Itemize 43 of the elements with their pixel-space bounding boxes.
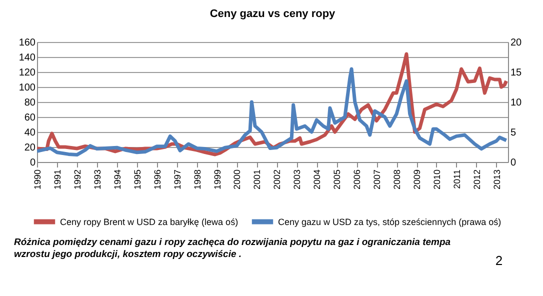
x-tick-label: 2013 [492, 170, 502, 190]
y-tick-label: 120 [18, 68, 36, 78]
x-tick-label: 1998 [192, 170, 202, 190]
x-tick-label: 1992 [72, 170, 82, 190]
y2-tick-label: 10 [510, 98, 522, 108]
x-tick-label: 2007 [372, 170, 382, 190]
y-tick-label: 40 [24, 128, 36, 138]
x-tick-label: 1991 [52, 170, 62, 190]
x-tick-label: 1996 [152, 170, 162, 190]
text: Różnica pomiędzy cenami gazu i ropy zachęca do rozwijania popytu na gaz i ograniczania tempa wzrostu jego produkcji, kosztem ropy oczywiście . [14, 237, 451, 260]
legend-label: Ceny gazu w USD za tys, stóp sześciennych (prawa oś) [278, 216, 502, 227]
x-tick-label: 1995 [132, 170, 142, 190]
x-tick-label: 2000 [232, 170, 242, 190]
x-tick-label: 2001 [252, 170, 262, 190]
x-tick-label: 2008 [392, 170, 402, 190]
x-tick-label: 1997 [172, 170, 182, 190]
legend-label: Ceny ropy Brent w USD za baryłkę (lewa oś) [60, 216, 238, 227]
x-tick-label: 1993 [92, 170, 102, 190]
x-tick-label: 2012 [472, 170, 482, 190]
y-tick-label: 60 [24, 112, 36, 124]
y2-tick-label: 20 [510, 38, 522, 48]
y-tick-label: 160 [18, 38, 36, 48]
x-tick-label: 2010 [432, 170, 442, 190]
x-tick-label: 1999 [212, 170, 222, 190]
y2-tick-label: 15 [510, 68, 522, 78]
y-tick-label: 140 [18, 52, 36, 64]
chart-title: Ceny gazu vs ceny ropy [210, 8, 336, 20]
x-tick-label: 2006 [352, 170, 362, 190]
x-tick-label: 1990 [32, 170, 42, 190]
y-tick-label: 80 [24, 98, 36, 108]
x-tick-label: 2005 [332, 170, 342, 190]
x-tick-label: 2011 [452, 170, 462, 189]
y-tick-label: 100 [18, 82, 36, 94]
y-tick-label: 20 [24, 142, 36, 154]
y2-tick-label: 5 [510, 128, 516, 138]
x-tick-label: 2004 [312, 170, 322, 190]
x-tick-label: 2003 [292, 170, 302, 190]
x-tick-label: 1994 [112, 170, 122, 190]
y2-tick-label: 0 [510, 158, 516, 168]
y-tick-label: 0 [30, 158, 36, 168]
text: 2 [495, 253, 503, 268]
x-tick-label: 2009 [412, 170, 422, 190]
x-tick-label: 2002 [272, 170, 282, 190]
